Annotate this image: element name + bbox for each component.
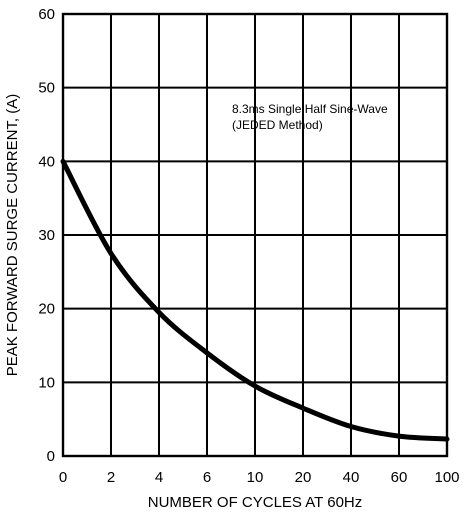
annotation-line-2: (JEDED Method) [232,118,323,132]
grid-lines [63,14,447,456]
y-tick-label: 0 [47,448,55,465]
y-tick-label: 10 [38,374,55,391]
x-tick-label: 4 [155,469,163,486]
annotation-line-1: 8.3ms Single Half Sine-Wave [232,102,388,116]
x-axis-label: NUMBER OF CYCLES AT 60Hz [148,494,363,511]
x-tick-label: 60 [391,469,408,486]
y-tick-labels: 0 10 20 30 40 50 60 [38,6,55,465]
x-tick-label: 100 [434,469,459,486]
x-tick-label: 2 [107,469,115,486]
x-tick-label: 0 [59,469,67,486]
y-tick-label: 30 [38,227,55,244]
y-tick-label: 50 [38,80,55,97]
plot-frame [61,12,449,458]
x-tick-label: 10 [247,469,264,486]
surge-current-curve [60,158,450,442]
x-tick-labels: 0 2 4 6 10 20 40 60 100 [59,469,460,486]
y-axis-label: PEAK FORWARD SURGE CURRENT, (A) [4,94,21,377]
y-tick-label: 20 [38,301,55,318]
y-tick-label: 60 [38,6,55,23]
x-tick-label: 6 [203,469,211,486]
x-tick-label: 20 [295,469,312,486]
y-tick-label: 40 [38,153,55,170]
x-tick-label: 40 [343,469,360,486]
